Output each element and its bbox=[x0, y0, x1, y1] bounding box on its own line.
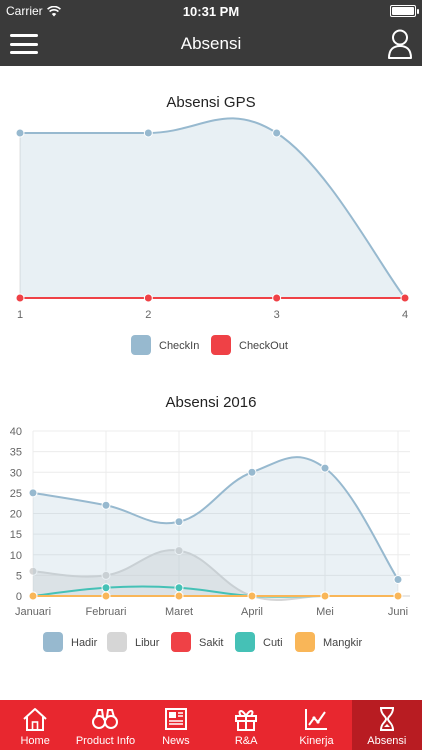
year-legend-label-2: Sakit bbox=[199, 637, 223, 649]
battery-icon bbox=[390, 5, 419, 17]
year-point-0-4 bbox=[320, 463, 330, 473]
nav-bar: Absensi bbox=[0, 22, 422, 66]
year-x-tick-3: April bbox=[241, 606, 263, 618]
year-point-0-3 bbox=[247, 467, 257, 477]
year-point-1-2 bbox=[174, 546, 184, 556]
chart-line-icon bbox=[305, 709, 328, 730]
year-y-tick-0: 0 bbox=[16, 591, 22, 603]
tab-label: Home bbox=[20, 735, 50, 747]
charts-canvas: 1 2 3 4 CheckIn CheckOut 0 5 10 15 20 25 30 35 40 Janua… bbox=[10, 117, 410, 652]
gps-legend-label-1: CheckOut bbox=[239, 340, 288, 352]
year-point-4-4 bbox=[320, 591, 330, 601]
battery-fill bbox=[392, 7, 414, 15]
gps-x-tick-1: 2 bbox=[145, 309, 151, 321]
gps-chart-title: Absensi GPS bbox=[166, 94, 256, 111]
year-x-tick-1: Februari bbox=[86, 606, 127, 618]
year-y-tick-2: 10 bbox=[10, 550, 22, 562]
year-point-4-0 bbox=[28, 591, 38, 601]
gps-x-tick-3: 4 bbox=[402, 309, 408, 321]
year-point-1-0 bbox=[28, 566, 38, 576]
gps-line-0 bbox=[20, 117, 406, 299]
tab-label: Kinerja bbox=[299, 735, 334, 747]
year-y-tick-3: 15 bbox=[10, 529, 22, 541]
year-legend-label-3: Cuti bbox=[263, 637, 283, 649]
home-icon bbox=[23, 708, 47, 731]
newspaper-icon bbox=[164, 708, 187, 730]
status-time: 10:31 PM bbox=[182, 4, 240, 19]
status-bar: Carrier 10:31 PM bbox=[0, 0, 422, 22]
tab-product-info[interactable]: Product Info bbox=[70, 700, 140, 750]
gps-area-0 bbox=[20, 118, 405, 298]
year-x-tick-4: Mei bbox=[316, 606, 334, 618]
gps-x-tick-2: 3 bbox=[274, 309, 280, 321]
gps-point-0-2 bbox=[272, 128, 282, 138]
content-area: Absensi GPS Absensi 2016 1 2 3 4 CheckIn Chec… bbox=[0, 66, 422, 700]
year-point-3-1 bbox=[101, 583, 111, 593]
tab-label: Absensi bbox=[367, 735, 407, 747]
binoculars-icon bbox=[92, 709, 119, 729]
year-y-tick-5: 25 bbox=[10, 488, 22, 500]
gift-icon bbox=[235, 710, 258, 731]
hamburger-icon[interactable] bbox=[10, 31, 38, 57]
carrier-label: Carrier bbox=[6, 4, 43, 18]
tab-bar: Home Product Info News R&A Kinerja Absensi bbox=[0, 700, 422, 750]
year-point-1-1 bbox=[101, 570, 111, 580]
year-y-tick-1: 5 bbox=[16, 570, 22, 582]
year-x-tick-0: Januari bbox=[15, 606, 51, 618]
year-point-4-3 bbox=[247, 591, 257, 601]
gps-point-0-0 bbox=[15, 128, 25, 138]
tab-news[interactable]: News bbox=[141, 700, 211, 750]
year-legend-swatch-1 bbox=[107, 632, 127, 652]
year-legend-swatch-4 bbox=[295, 632, 315, 652]
tab-label: Product Info bbox=[75, 735, 136, 747]
year-y-tick-6: 30 bbox=[10, 467, 22, 479]
tab-kinerja[interactable]: Kinerja bbox=[281, 700, 351, 750]
gps-point-1-3 bbox=[400, 293, 410, 303]
year-legend-label-0: Hadir bbox=[71, 637, 98, 649]
year-y-tick-8: 40 bbox=[10, 426, 22, 438]
year-legend-swatch-2 bbox=[171, 632, 191, 652]
tab-label: R&A bbox=[234, 735, 258, 747]
carrier: Carrier bbox=[6, 4, 61, 18]
year-point-4-5 bbox=[393, 591, 403, 601]
tab-absensi[interactable]: Absensi bbox=[351, 700, 422, 750]
gps-point-1-0 bbox=[15, 293, 25, 303]
year-legend-swatch-3 bbox=[235, 632, 255, 652]
year-point-3-2 bbox=[174, 583, 184, 593]
wifi-icon bbox=[46, 5, 61, 16]
gps-x-tick-0: 1 bbox=[17, 309, 23, 321]
user-icon[interactable] bbox=[387, 28, 413, 60]
year-chart-title: Absensi 2016 bbox=[165, 394, 257, 411]
gps-legend-swatch-1 bbox=[211, 335, 231, 355]
year-point-0-0 bbox=[28, 488, 38, 498]
year-point-0-2 bbox=[174, 517, 184, 527]
gps-legend-label-0: CheckIn bbox=[159, 340, 199, 352]
page-title: Absensi bbox=[180, 34, 242, 53]
year-legend-label-4: Mangkir bbox=[323, 637, 362, 649]
year-legend-label-1: Libur bbox=[135, 637, 160, 649]
gps-point-0-1 bbox=[143, 128, 153, 138]
gps-point-1-2 bbox=[272, 293, 282, 303]
tab-r-a[interactable]: R&A bbox=[211, 700, 281, 750]
gps-point-1-1 bbox=[143, 293, 153, 303]
year-point-4-1 bbox=[101, 591, 111, 601]
tab-home[interactable]: Home bbox=[0, 700, 70, 750]
gps-legend-swatch-0 bbox=[131, 335, 151, 355]
tab-label: News bbox=[162, 735, 190, 747]
year-point-4-2 bbox=[174, 591, 184, 601]
year-point-0-5 bbox=[393, 575, 403, 584]
year-area-0 bbox=[33, 457, 398, 596]
year-legend-swatch-0 bbox=[43, 632, 63, 652]
hourglass-icon bbox=[379, 707, 394, 731]
year-y-tick-4: 20 bbox=[10, 509, 22, 521]
year-x-tick-2: Maret bbox=[165, 606, 193, 618]
year-x-tick-5: Juni bbox=[388, 606, 408, 618]
year-y-tick-7: 35 bbox=[10, 447, 22, 459]
year-point-0-1 bbox=[101, 500, 111, 510]
